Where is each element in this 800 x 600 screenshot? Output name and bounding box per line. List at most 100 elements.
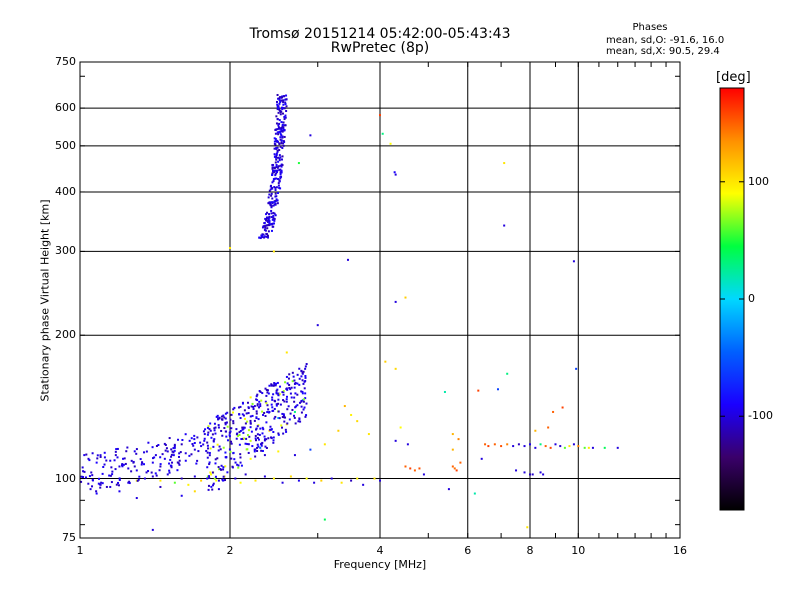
echo-point: [278, 102, 281, 105]
phases-heading: Phases: [632, 22, 668, 33]
echo-point: [135, 469, 138, 472]
echo-point: [563, 446, 566, 449]
echo-point: [276, 388, 279, 391]
echo-point: [304, 365, 307, 368]
echo-point: [118, 490, 121, 493]
echo-point: [280, 175, 283, 178]
echo-point: [274, 200, 277, 203]
echo-point: [296, 373, 299, 376]
echo-point: [118, 477, 121, 480]
echo-point: [273, 399, 276, 402]
echo-point: [526, 526, 529, 529]
echo-point: [275, 198, 278, 201]
echo-point: [223, 427, 226, 430]
echo-point: [256, 443, 259, 446]
echo-point: [184, 433, 187, 436]
echo-point: [267, 196, 270, 199]
echo-point: [272, 217, 275, 220]
echo-point: [274, 132, 277, 135]
echo-point: [228, 448, 231, 451]
echo-point: [145, 471, 148, 474]
echo-point: [309, 448, 312, 451]
echo-point: [278, 149, 281, 152]
echo-point: [362, 483, 365, 486]
echo-point: [245, 437, 248, 440]
echo-point: [159, 479, 162, 482]
echo-point: [304, 392, 307, 395]
echo-point: [301, 379, 304, 382]
echo-point: [241, 437, 244, 440]
echo-point: [271, 164, 274, 167]
echo-point: [275, 186, 278, 189]
echo-point: [268, 222, 271, 225]
echo-point: [276, 108, 279, 111]
echo-point: [406, 443, 409, 446]
echo-point: [87, 457, 90, 460]
echo-point: [284, 116, 287, 119]
echo-point: [285, 395, 288, 398]
echo-point: [239, 453, 242, 456]
echo-point: [279, 403, 282, 406]
echo-point: [257, 418, 260, 421]
echo-point: [264, 217, 267, 220]
echo-point: [281, 107, 284, 110]
echo-point: [296, 404, 299, 407]
echo-point: [455, 469, 458, 472]
echo-point: [206, 441, 209, 444]
echo-point: [217, 466, 220, 469]
echo-point: [187, 483, 190, 486]
echo-point: [245, 412, 248, 415]
echo-point: [161, 453, 164, 456]
x-tick-label: 10: [571, 544, 586, 557]
echo-point: [255, 395, 258, 398]
echo-point: [95, 490, 98, 493]
echo-point: [113, 459, 116, 462]
echo-point: [282, 399, 285, 402]
echo-point: [213, 477, 216, 480]
echo-point: [253, 450, 256, 453]
echo-point: [285, 398, 288, 401]
echo-point: [243, 409, 246, 412]
echo-point: [217, 449, 220, 452]
echo-point: [82, 470, 85, 473]
echo-point: [273, 382, 276, 385]
echo-point: [270, 403, 273, 406]
echo-point: [267, 411, 270, 414]
echo-point: [302, 400, 305, 403]
echo-point: [200, 445, 203, 448]
echo-point: [275, 100, 278, 103]
echo-point: [87, 482, 90, 485]
y-tick-label: 600: [55, 101, 76, 115]
echo-point: [304, 376, 307, 379]
echo-point: [261, 449, 264, 452]
echo-point: [272, 384, 275, 387]
echo-point: [275, 122, 278, 125]
echo-point: [523, 445, 526, 448]
echo-point: [214, 475, 217, 478]
echo-point: [231, 466, 234, 469]
echo-point: [379, 114, 381, 117]
echo-point: [180, 477, 183, 480]
colorbar-label: [deg]: [716, 70, 751, 85]
echo-point: [443, 390, 446, 393]
echo-point: [271, 218, 274, 221]
x-tick-label: 6: [464, 544, 472, 557]
echo-point: [255, 427, 258, 430]
echo-point: [279, 168, 282, 171]
echo-point: [253, 448, 256, 451]
echo-point: [111, 470, 114, 473]
echo-point: [350, 479, 353, 482]
echo-point: [394, 173, 397, 176]
echo-point: [263, 411, 266, 414]
phases-mean-x: mean, sd,X: 90.5, 29.4: [606, 46, 720, 57]
echo-point: [271, 396, 274, 399]
echo-point: [214, 432, 217, 435]
echo-point: [278, 127, 281, 130]
echo-point: [282, 144, 285, 147]
echo-point: [164, 449, 167, 452]
echo-point: [241, 402, 244, 405]
echo-point: [166, 450, 169, 453]
echo-point: [256, 393, 259, 396]
x-tick-label: 4: [376, 544, 384, 557]
